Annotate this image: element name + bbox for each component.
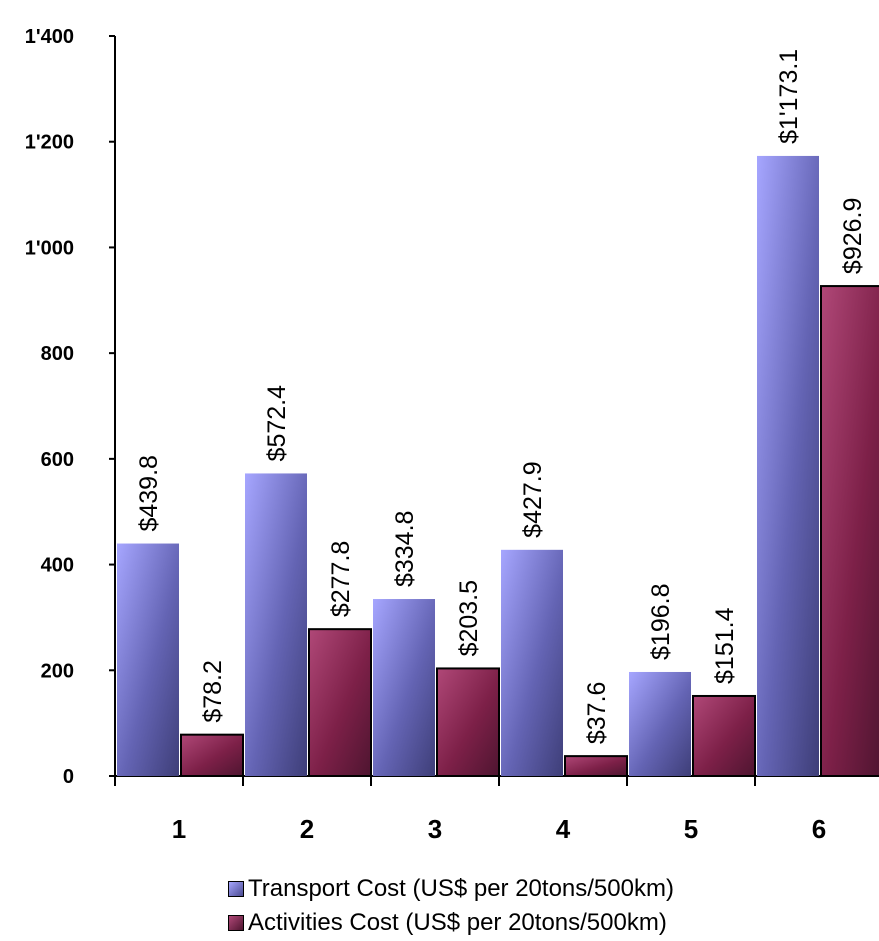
bar-transport[interactable]: [245, 473, 307, 776]
x-tick-label: 6: [812, 814, 826, 844]
bar-activities[interactable]: [436, 667, 500, 778]
x-tick-label: 5: [684, 814, 698, 844]
legend-swatch-transport: [228, 881, 244, 897]
x-tick-label: 2: [300, 814, 314, 844]
legend-item-activities[interactable]: Activities Cost (US$ per 20tons/500km): [228, 906, 674, 940]
x-tick-label: 4: [556, 814, 571, 844]
y-axis: 0 200 400 600 800 1'000 1'200 1'400: [25, 26, 115, 788]
data-label-activities: $926.9: [839, 198, 867, 274]
data-label-transport: $1'173.1: [775, 49, 803, 144]
bar-transport[interactable]: [501, 549, 563, 776]
bar-transport[interactable]: [629, 671, 691, 776]
bar-activities[interactable]: [308, 628, 372, 777]
data-label-transport: $439.8: [135, 455, 163, 531]
data-label-transport: $334.8: [391, 511, 419, 587]
y-tick-label: 400: [41, 555, 74, 577]
legend-item-transport[interactable]: Transport Cost (US$ per 20tons/500km): [228, 872, 674, 906]
y-tick-label: 200: [41, 660, 74, 682]
bar-activities[interactable]: [820, 285, 879, 777]
data-label-transport: $572.4: [263, 385, 291, 462]
y-tick-label: 1'400: [25, 26, 74, 48]
data-label-activities: $37.6: [583, 682, 611, 745]
data-label-transport: $427.9: [519, 461, 547, 537]
y-tick-label: 0: [63, 766, 74, 788]
data-labels: $439.8 $78.2 $572.4 $277.8 $334.8 $203.5 $427.…: [135, 49, 867, 744]
data-label-transport: $196.8: [647, 584, 675, 660]
legend-label-transport: Transport Cost (US$ per 20tons/500km): [248, 875, 674, 902]
bar-transport[interactable]: [757, 155, 819, 776]
data-label-activities: $277.8: [327, 541, 355, 617]
bar-transport[interactable]: [117, 543, 179, 776]
legend: Transport Cost (US$ per 20tons/500km) Ac…: [228, 872, 674, 940]
x-tick-label: 3: [428, 814, 442, 844]
y-tick-label: 600: [41, 449, 74, 471]
y-tick-label: 1'200: [25, 132, 74, 154]
legend-swatch-activities: [228, 915, 244, 931]
legend-label-activities: Activities Cost (US$ per 20tons/500km): [248, 909, 667, 936]
data-label-activities: $78.2: [199, 660, 227, 723]
data-label-activities: $203.5: [455, 580, 483, 656]
bar-activities[interactable]: [180, 733, 244, 777]
bar-activities[interactable]: [564, 755, 628, 778]
bars: [117, 155, 879, 778]
y-tick-label: 1'000: [25, 237, 74, 259]
bar-activities[interactable]: [692, 694, 756, 778]
x-tick-label: 1: [172, 814, 186, 844]
bar-transport[interactable]: [373, 599, 435, 776]
x-axis: 1 2 3 4 5 6: [114, 776, 826, 844]
data-label-activities: $151.4: [711, 607, 739, 684]
y-tick-label: 800: [41, 343, 74, 365]
